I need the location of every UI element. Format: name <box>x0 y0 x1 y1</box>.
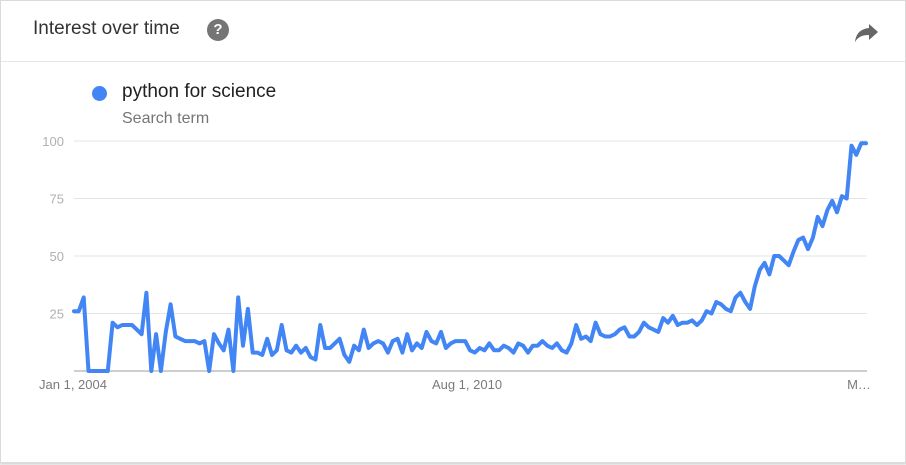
share-arrow-glyph <box>855 24 878 42</box>
y-tick-label: 50 <box>50 249 64 264</box>
y-tick-label: 100 <box>42 134 64 149</box>
card-header: Interest over time ? <box>1 1 905 62</box>
help-circle-icon[interactable]: ? <box>207 19 229 41</box>
legend-term: python for science <box>122 81 277 102</box>
legend-color-dot <box>92 86 107 101</box>
x-tick-label: Jan 1, 2004 <box>39 377 107 392</box>
x-tick-label: Aug 1, 2010 <box>432 377 502 392</box>
x-tick-label: M… <box>847 377 871 392</box>
y-tick-label: 25 <box>50 307 64 322</box>
y-tick-label: 75 <box>50 192 64 207</box>
series-line <box>72 141 868 373</box>
legend-subtitle: Search term <box>122 110 210 127</box>
share-arrow-icon[interactable] <box>854 20 880 44</box>
card-title: Interest over time <box>33 18 180 39</box>
